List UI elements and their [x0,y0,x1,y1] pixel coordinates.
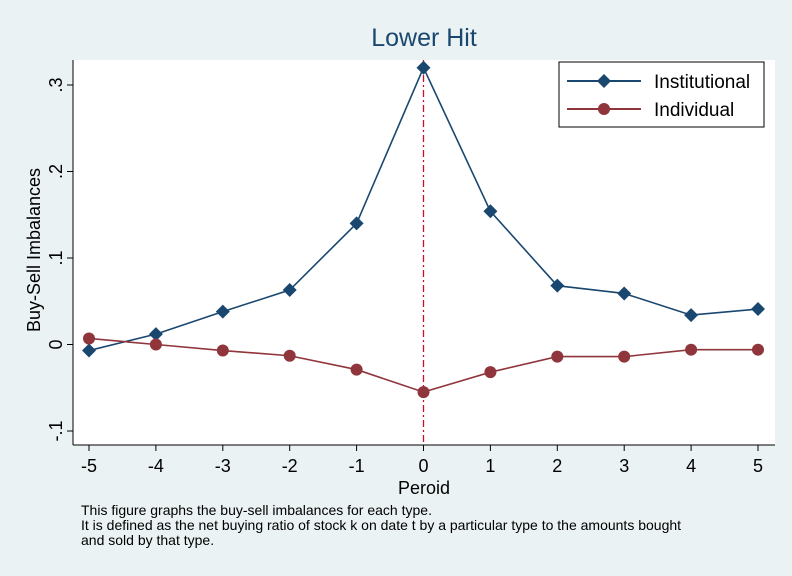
point-individual [618,350,631,363]
point-individual [350,363,363,376]
point-institutional [617,286,632,301]
x-tick-label: -5 [81,456,97,476]
chart: Lower Hit Peroid Buy-Sell Imbalances -5-… [24,24,775,498]
point-institutional [416,60,431,75]
chart-title: Lower Hit [371,24,477,52]
point-individual [417,386,430,399]
point-institutional [148,327,163,342]
x-tick-label: -3 [215,456,231,476]
point-institutional [684,308,699,323]
legend-marker-institutional [597,74,611,88]
legend: Institutional Individual [558,61,765,128]
note-line-3: and sold by that type. [81,532,215,548]
point-individual [484,366,497,379]
x-tick-label: 4 [686,456,696,476]
y-tick-label: .1 [46,250,66,265]
x-tick-label: 5 [753,456,763,476]
x-tick-label: 1 [485,456,495,476]
point-individual [149,338,162,351]
x-tick-label: -1 [349,456,365,476]
point-institutional [282,283,297,298]
point-institutional [483,204,498,219]
y-axis-label: Buy-Sell Imbalances [24,168,44,332]
x-tick-label: 0 [418,456,428,476]
x-tick-label: -2 [282,456,298,476]
point-institutional [349,216,364,231]
chart-marks [82,60,765,445]
axes: -5 -4 -3 -2 -1 0 1 2 3 4 5 -.1 0 .1 .2 .3 [46,60,775,476]
y-tick-label: .2 [46,164,66,179]
point-institutional [215,304,230,319]
point-individual [685,343,698,356]
y-tick-label: .3 [46,77,66,92]
legend-marker-individual [598,103,610,115]
y-tick-label: 0 [46,339,66,349]
note-line-1: This figure graphs the buy-sell imbalanc… [81,502,432,518]
legend-box [558,61,765,128]
y-tick-label: -.1 [46,420,66,441]
legend-label-individual: Individual [654,100,734,121]
point-individual [283,349,296,362]
point-institutional [550,278,565,293]
point-individual [83,332,95,345]
x-tick-label: -4 [148,456,164,476]
legend-label-institutional: Institutional [654,72,750,93]
note-line-2: It is defined as the net buying ratio of… [81,517,682,533]
point-institutional [751,302,765,317]
point-individual [216,344,229,357]
point-individual [551,350,564,363]
point-individual [752,343,764,356]
point-institutional [82,343,96,358]
x-axis-label: Peroid [398,478,450,498]
x-tick-label: 2 [552,456,562,476]
x-tick-label: 3 [619,456,629,476]
